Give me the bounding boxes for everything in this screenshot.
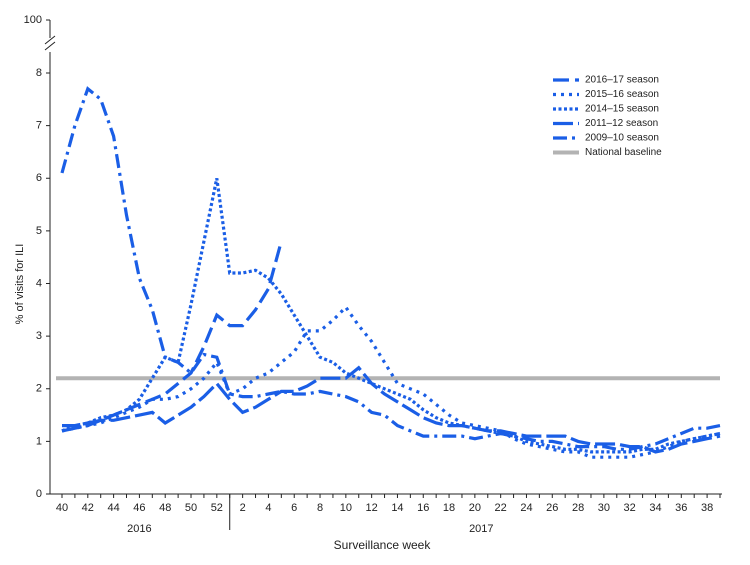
- x-tick-label: 46: [133, 502, 145, 514]
- x-tick-label: 52: [211, 502, 223, 514]
- legend-label: National baseline: [585, 147, 662, 158]
- y-tick-label: 5: [36, 225, 42, 237]
- x-axis-label: Surveillance week: [334, 538, 432, 552]
- x-tick-label: 16: [417, 502, 429, 514]
- x-tick-label: 42: [82, 502, 94, 514]
- year-label: 2017: [469, 523, 493, 535]
- x-tick-label: 6: [291, 502, 297, 514]
- x-tick-label: 10: [340, 502, 352, 514]
- x-tick-label: 2: [240, 502, 246, 514]
- legend-label: 2016–17 season: [585, 75, 659, 86]
- x-tick-label: 44: [107, 502, 119, 514]
- x-tick-label: 12: [366, 502, 378, 514]
- y-tick-label: 0: [36, 488, 42, 500]
- x-tick-label: 18: [443, 502, 455, 514]
- y-tick-label: 2: [36, 383, 42, 395]
- x-tick-label: 38: [701, 502, 713, 514]
- legend-label: 2009–10 season: [585, 133, 659, 144]
- x-tick-label: 22: [495, 502, 507, 514]
- x-tick-label: 28: [572, 502, 584, 514]
- x-tick-label: 26: [546, 502, 558, 514]
- y-tick-label: 6: [36, 172, 42, 184]
- y-tick-label: 1: [36, 435, 42, 447]
- y-tick-label: 3: [36, 330, 42, 342]
- y-axis-label: % of visits for ILI: [14, 244, 26, 325]
- y-tick-label: 8: [36, 67, 42, 79]
- legend-label: 2014–15 season: [585, 104, 659, 115]
- x-tick-label: 34: [649, 502, 661, 514]
- y-tick-label: 7: [36, 120, 42, 132]
- x-tick-label: 32: [624, 502, 636, 514]
- x-tick-label: 36: [675, 502, 687, 514]
- series-line: [60, 86, 721, 451]
- series-line: [61, 365, 721, 454]
- x-tick-label: 48: [159, 502, 171, 514]
- x-tick-label: 40: [56, 502, 68, 514]
- axis-break: [44, 35, 56, 45]
- y-tick-label: 4: [36, 277, 42, 289]
- legend-label: 2015–16 season: [585, 89, 659, 100]
- series-line: [61, 304, 721, 459]
- legend-label: 2011–12 season: [585, 118, 658, 129]
- y-tick-label: 100: [24, 14, 42, 26]
- x-tick-label: 50: [185, 502, 197, 514]
- series-line: [61, 177, 721, 454]
- x-tick-label: 20: [469, 502, 481, 514]
- year-label: 2016: [127, 523, 151, 535]
- x-tick-label: 4: [265, 502, 271, 514]
- x-tick-label: 8: [317, 502, 323, 514]
- x-tick-label: 30: [598, 502, 610, 514]
- axis-break: [44, 41, 56, 51]
- x-tick-label: 14: [391, 502, 403, 514]
- x-tick-label: 24: [520, 502, 532, 514]
